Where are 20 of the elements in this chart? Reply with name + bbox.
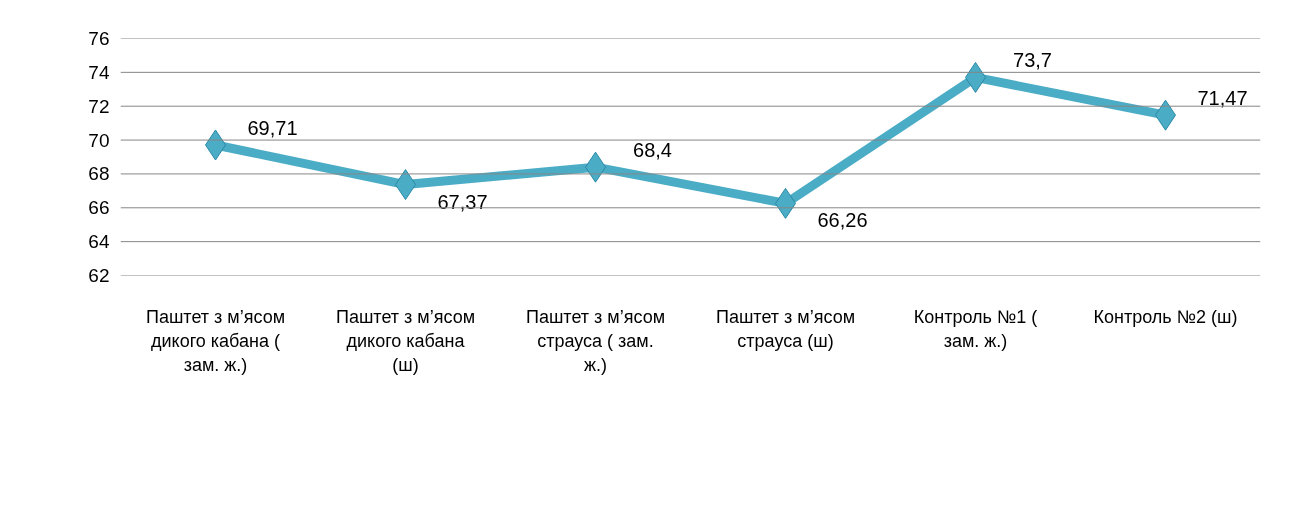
data-label: 67,37 (437, 190, 488, 213)
data-label: 71,47 (1197, 87, 1248, 110)
x-tick-label: Контроль №1 ( зам. ж.) (913, 306, 1038, 351)
x-tick-label: Паштет з м’ясом дикого кабана ( зам. ж.) (145, 306, 286, 375)
data-label: 69,71 (247, 116, 298, 139)
y-tick-label: 70 (88, 129, 110, 151)
y-tick-label: 68 (88, 163, 110, 185)
data-label: 66,26 (817, 209, 868, 232)
x-tick-label: Контроль №2 (ш) (1093, 306, 1238, 327)
y-tick-label: 76 (88, 28, 110, 49)
data-label: 73,7 (1013, 49, 1052, 72)
data-label: 68,4 (633, 139, 672, 162)
y-tick-label: 72 (88, 95, 110, 117)
y-tick-label: 66 (88, 197, 110, 219)
y-tick-label: 74 (88, 61, 110, 83)
x-tick-label: Паштет з м’ясом дикого кабана (ш) (335, 306, 476, 375)
x-tick-label: Паштет з м’ясом страуса ( зам. ж.) (525, 306, 666, 375)
x-tick-label: Паштет з м’ясом страуса (ш) (715, 306, 856, 351)
y-tick-label: 64 (88, 231, 110, 253)
y-tick-label: 62 (88, 265, 110, 286)
